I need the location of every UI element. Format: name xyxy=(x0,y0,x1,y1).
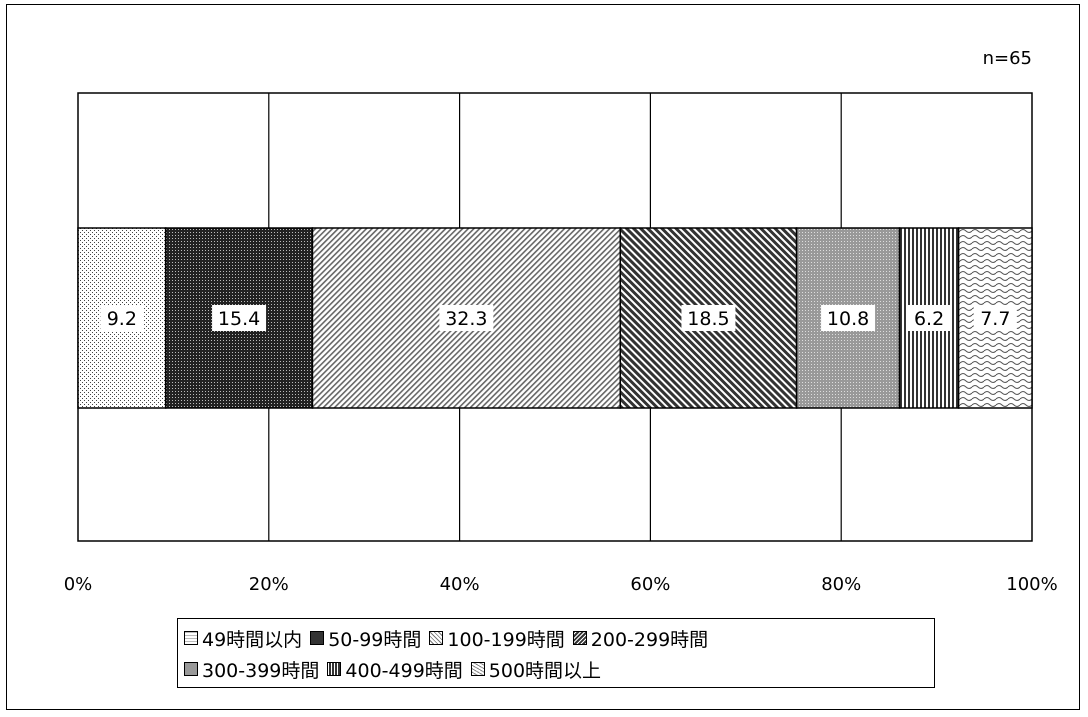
legend-swatch-vertical xyxy=(327,662,342,676)
data-label: 10.8 xyxy=(827,308,869,330)
data-label-bg xyxy=(821,305,876,331)
legend-swatch-diag-dark xyxy=(572,631,587,645)
legend-swatch-wave xyxy=(470,662,485,676)
legend-label: 300-399時間 xyxy=(202,659,320,682)
legend-item-50-99-hours: 50-99時間 xyxy=(310,625,421,652)
legend-swatch-diag-light xyxy=(429,631,444,645)
data-label-bg xyxy=(100,305,144,331)
x-tick-label: 60% xyxy=(630,574,670,595)
data-label: 6.2 xyxy=(914,308,944,330)
legend-label: 100-199時間 xyxy=(447,628,565,651)
x-tick-label: 80% xyxy=(821,574,861,595)
x-tick-label: 0% xyxy=(64,574,93,595)
legend-row-2: 300-399時間 400-499時間 500時間以上 xyxy=(184,654,609,684)
legend-item-200-299-hours: 200-299時間 xyxy=(572,625,709,652)
x-tick-label: 20% xyxy=(249,574,289,595)
data-label: 9.2 xyxy=(107,308,137,330)
legend-label: 49時間以内 xyxy=(202,628,303,651)
data-label-bg xyxy=(681,305,736,331)
legend-item-49-hours-or-less: 49時間以内 xyxy=(184,625,302,652)
legend-label: 400-499時間 xyxy=(345,659,463,682)
x-tick-label: 40% xyxy=(440,574,480,595)
data-label-bg xyxy=(907,305,951,331)
legend-swatch-dense-dark xyxy=(310,631,325,645)
x-tick-label: 100% xyxy=(1006,574,1057,595)
legend: 49時間以内 50-99時間 100-199時間 200-299時間 300-3… xyxy=(177,618,935,688)
x-tick-layer: 0% 20% 40% 60% 80% 100% xyxy=(64,574,1058,595)
legend-item-100-199-hours: 100-199時間 xyxy=(429,625,565,652)
legend-row-1: 49時間以内 50-99時間 100-199時間 200-299時間 xyxy=(184,623,716,653)
data-label: 18.5 xyxy=(687,308,729,330)
legend-label: 500時間以上 xyxy=(488,659,602,682)
legend-label: 50-99時間 xyxy=(328,628,422,651)
data-label: 7.7 xyxy=(980,308,1010,330)
n-label: n=65 xyxy=(983,48,1032,69)
legend-swatch-grid-gray xyxy=(184,662,198,676)
data-label-bg xyxy=(212,305,267,331)
data-label-layer: 9.2 15.4 32.3 18.5 10.8 6.2 7.7 xyxy=(100,305,1017,331)
legend-swatch-dots xyxy=(184,631,198,645)
data-label: 15.4 xyxy=(218,308,260,330)
legend-item-300-399-hours: 300-399時間 xyxy=(184,656,319,683)
data-label-bg xyxy=(973,305,1017,331)
data-label: 32.3 xyxy=(445,308,487,330)
legend-item-500-hours-or-more: 500時間以上 xyxy=(470,656,602,683)
legend-item-400-499-hours: 400-499時間 xyxy=(327,656,463,683)
legend-label: 200-299時間 xyxy=(590,628,709,651)
data-label-bg xyxy=(439,305,494,331)
